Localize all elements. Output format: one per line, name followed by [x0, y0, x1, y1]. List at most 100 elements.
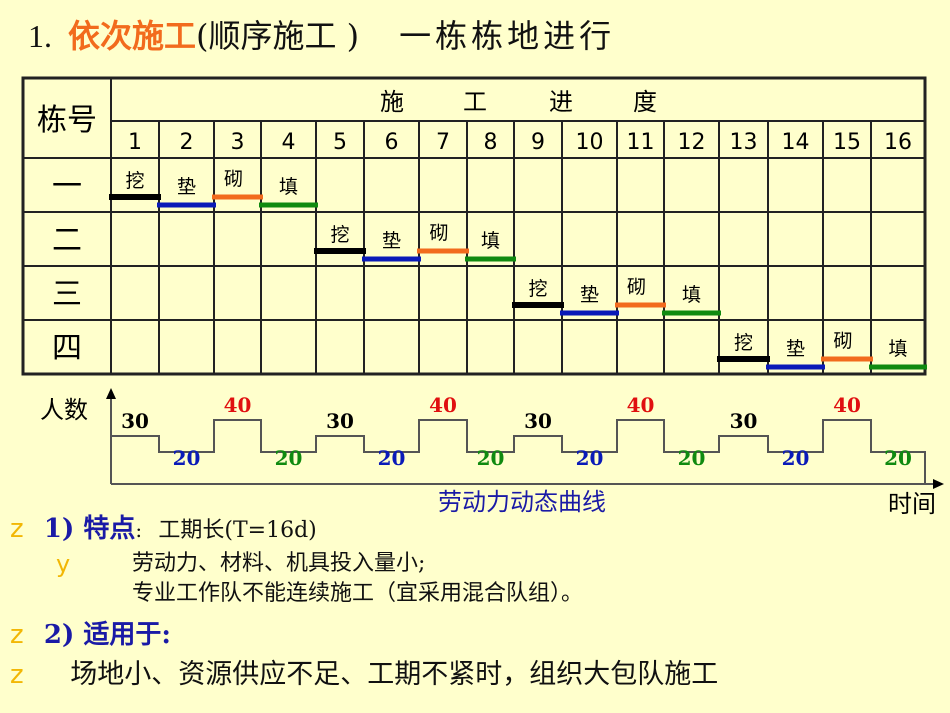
labor-value-label: 20 — [275, 446, 303, 470]
period-number: 7 — [436, 130, 450, 155]
note-point1-sub: y 劳动力、材料、机具投入量小; 专业工作队不能连续施工（宜采用混合队组）。 — [56, 549, 583, 606]
labor-value-label: 30 — [326, 409, 354, 433]
task-bar — [109, 194, 161, 200]
task-label: 砌 — [833, 330, 852, 352]
labor-value-label: 20 — [173, 446, 201, 470]
task-bar — [314, 248, 366, 254]
task-bar — [717, 356, 770, 362]
task-bar — [362, 256, 421, 262]
period-number: 12 — [678, 130, 706, 155]
point1-sub1: 劳动力、材料、机具投入量小; — [132, 551, 426, 576]
task-label: 垫 — [382, 230, 401, 252]
sub-bullet-icon: y — [56, 550, 71, 578]
task-label: 砌 — [224, 168, 243, 190]
period-number: 10 — [576, 130, 604, 155]
period-number: 4 — [282, 130, 296, 155]
period-number: 8 — [484, 130, 498, 155]
building-label: 四 — [52, 331, 82, 366]
building-label: 三 — [52, 277, 82, 312]
task-label: 填 — [888, 338, 907, 360]
title-subtitle: 一栋栋地进行 — [399, 17, 616, 55]
progress-header: 施 — [380, 88, 404, 116]
title-number: 1. — [28, 18, 52, 54]
period-number: 15 — [833, 130, 861, 155]
progress-header: 进 — [549, 88, 573, 116]
task-bar — [157, 202, 216, 208]
chart-title: 劳动力动态曲线 — [438, 488, 606, 516]
task-label: 砌 — [429, 222, 448, 244]
x-axis-arrow-icon — [933, 479, 944, 489]
task-label: 填 — [279, 176, 298, 198]
task-bar — [615, 302, 666, 308]
labor-value-label: 30 — [730, 409, 758, 433]
labor-value-label: 20 — [576, 446, 604, 470]
y-axis-label: 人数 — [40, 396, 88, 424]
labor-value-label: 30 — [121, 409, 149, 433]
labor-value-label: 40 — [627, 393, 655, 417]
labor-value-label: 20 — [678, 446, 706, 470]
task-bar — [766, 364, 825, 370]
point2-label: 2) 适用于: — [43, 620, 171, 650]
point3-text: 场地小、资源供应不足、工期不紧时，组织大包队施工 — [70, 659, 719, 690]
row-header: 栋号 — [37, 103, 97, 138]
progress-header: 度 — [633, 88, 657, 116]
task-label: 填 — [481, 230, 500, 252]
task-bar — [465, 256, 516, 262]
note-point1: z 1) 特点: 工期长(T=16d) — [10, 512, 317, 548]
bullet-icon: z — [10, 514, 24, 544]
task-label: 挖 — [734, 332, 753, 354]
period-number: 6 — [385, 130, 399, 155]
labor-value-label: 20 — [884, 446, 912, 470]
building-label: 二 — [52, 223, 82, 258]
x-axis-label: 时间 — [888, 490, 936, 518]
slide-title: 1. 依次施工(顺序施工 ) 一栋栋地进行 — [28, 14, 615, 58]
bullet-icon: z — [10, 620, 24, 650]
task-bar — [417, 248, 469, 254]
point1-sub2: 专业工作队不能连续施工（宜采用混合队组）。 — [132, 581, 584, 606]
point1-text: 工期长(T=16d) — [158, 518, 317, 543]
labor-value-label: 40 — [833, 393, 861, 417]
building-label: 一 — [52, 169, 82, 204]
task-label: 填 — [682, 284, 701, 306]
task-label: 挖 — [330, 224, 349, 246]
period-number: 1 — [128, 130, 142, 155]
task-label: 挖 — [528, 278, 547, 300]
period-number: 14 — [782, 130, 810, 155]
note-point3: z 场地小、资源供应不足、工期不紧时，组织大包队施工 — [10, 658, 718, 692]
schedule-diagram: 栋号施工进度1 2 3 4 5 6 7 8 9 10 11 12 13 14 15 16一挖垫砌填二挖垫砌填三… — [21, 76, 944, 518]
labor-value-label: 40 — [429, 393, 457, 417]
period-number: 16 — [884, 130, 912, 155]
task-label: 垫 — [177, 176, 196, 198]
schedule-table — [21, 76, 927, 376]
task-bar — [512, 302, 564, 308]
point1-label: 1) 特点 — [43, 514, 136, 544]
title-highlight: 依次施工 — [68, 17, 197, 55]
task-bar — [212, 194, 263, 200]
labor-curve — [111, 419, 926, 484]
period-number: 5 — [333, 130, 347, 155]
period-number: 9 — [531, 130, 545, 155]
labor-value-label: 20 — [477, 446, 505, 470]
point1-colon: : — [135, 518, 143, 542]
task-label: 垫 — [786, 338, 805, 360]
period-number: 3 — [231, 130, 245, 155]
period-number: 11 — [627, 130, 655, 155]
task-label: 砌 — [627, 276, 646, 298]
note-point2: z 2) 适用于: — [10, 618, 171, 652]
task-label: 垫 — [580, 284, 599, 306]
title-paren: (顺序施工 ) — [196, 17, 360, 55]
task-bar — [560, 310, 619, 316]
labor-value-label: 20 — [782, 446, 810, 470]
y-axis-arrow-icon — [106, 388, 116, 399]
task-bar — [869, 364, 927, 370]
labor-value-label: 40 — [224, 393, 252, 417]
labor-value-label: 30 — [524, 409, 552, 433]
labor-value-label: 20 — [378, 446, 406, 470]
task-bar — [821, 356, 873, 362]
progress-header: 工 — [463, 88, 487, 116]
bullet-icon: z — [10, 660, 24, 690]
task-bar — [662, 310, 721, 316]
task-bar — [259, 202, 318, 208]
task-label: 挖 — [125, 170, 144, 192]
period-number: 2 — [180, 130, 194, 155]
